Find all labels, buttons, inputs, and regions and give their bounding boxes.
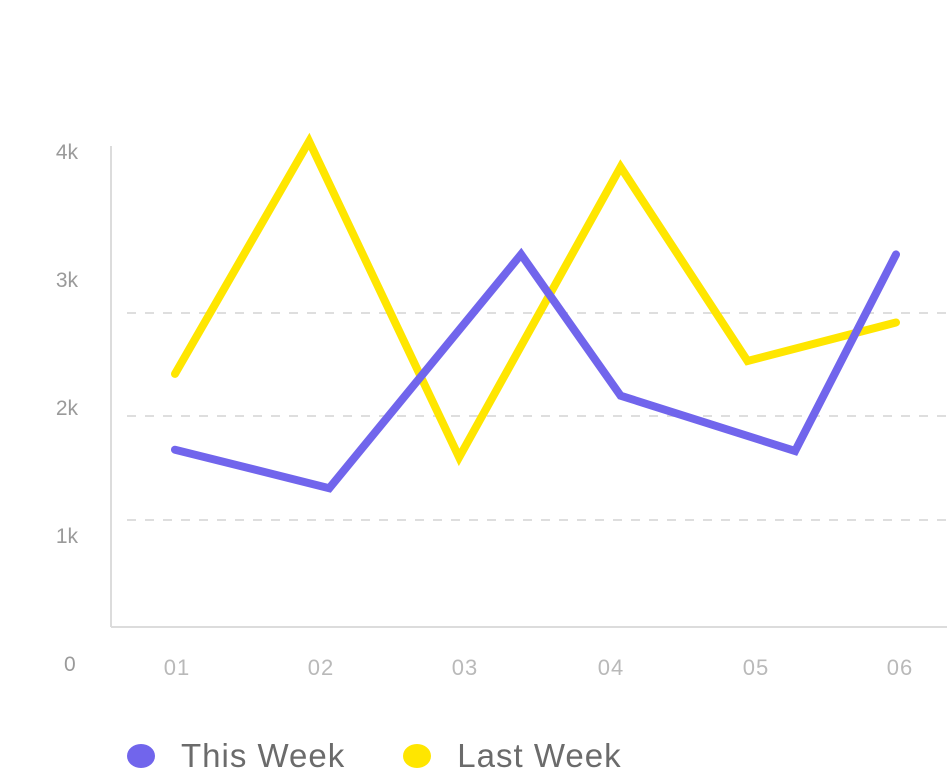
legend-item-this-week[interactable]: This Week <box>127 736 345 776</box>
series-line-this-week <box>171 247 900 493</box>
x-tick-label-03: 03 <box>452 655 478 680</box>
y-tick-labels: 0 1k 2k 3k 4k <box>56 141 79 676</box>
series-line-last-week <box>171 132 900 467</box>
legend-item-last-week[interactable]: Last Week <box>403 736 621 776</box>
x-tick-label-04: 04 <box>598 655 624 680</box>
x-tick-label-01: 01 <box>164 655 190 680</box>
x-tick-label-05: 05 <box>743 655 769 680</box>
x-tick-label-02: 02 <box>308 655 334 680</box>
series-lines <box>171 132 900 493</box>
y-tick-label-2: 2k <box>56 397 79 420</box>
legend: This Week Last Week <box>127 736 622 776</box>
y-tick-label-4: 4k <box>56 141 79 164</box>
y-tick-label-1: 1k <box>56 525 79 548</box>
axes <box>110 146 947 628</box>
x-tick-labels: 01 02 03 04 05 06 <box>164 655 913 680</box>
legend-label-this-week: This Week <box>181 737 346 774</box>
legend-swatch-this-week <box>127 744 155 768</box>
x-tick-label-06: 06 <box>887 655 913 680</box>
legend-label-last-week: Last Week <box>457 737 622 774</box>
y-tick-label-3: 3k <box>56 269 79 292</box>
y-tick-label-0: 0 <box>64 653 76 676</box>
legend-swatch-last-week <box>403 744 432 768</box>
